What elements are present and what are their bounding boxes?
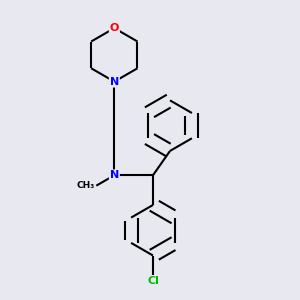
Text: N: N <box>110 170 119 180</box>
Text: N: N <box>110 76 119 87</box>
Text: Cl: Cl <box>147 276 159 286</box>
Text: CH₃: CH₃ <box>76 181 95 190</box>
Text: O: O <box>110 23 119 33</box>
